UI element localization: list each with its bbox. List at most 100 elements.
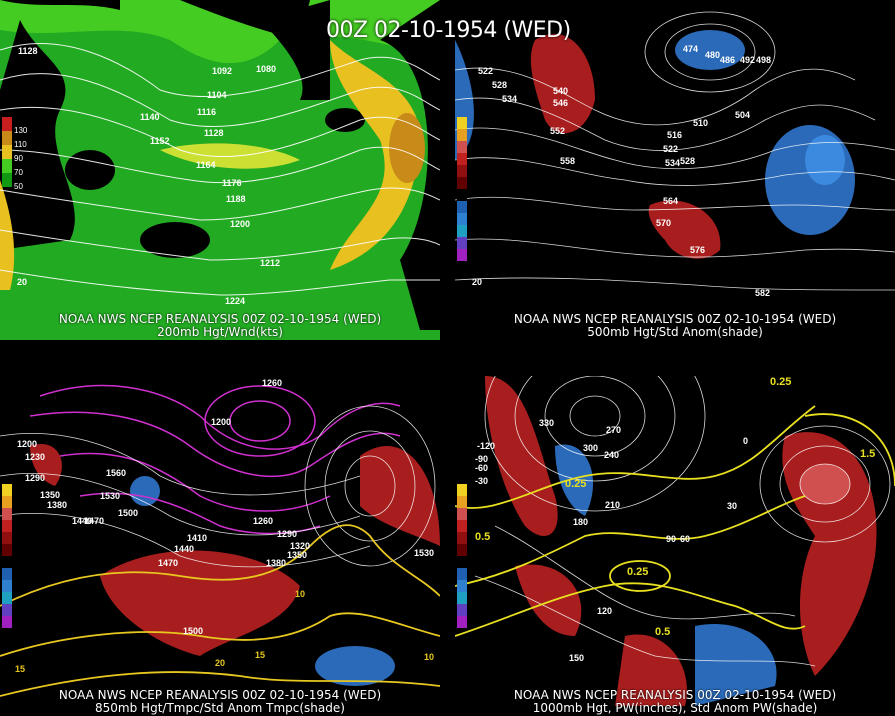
contour-label: 1200 [230, 219, 251, 229]
legend-1000mb [457, 484, 467, 628]
panel-caption-source: NOAA NWS NCEP REANALYSIS 00Z 02-10-1954 … [513, 312, 837, 326]
contour-label: 1104 [207, 90, 227, 100]
map-200mb [0, 0, 440, 340]
contour-label: 1200 [17, 439, 38, 449]
contour-label: 0.5 [475, 531, 491, 543]
contour-label: 1530 [100, 491, 121, 501]
legend-200mb [2, 117, 12, 187]
contour-label: 30 [727, 501, 738, 511]
contour-label: 486 [720, 55, 736, 65]
contour-label: 1530 [414, 548, 435, 558]
contour-label: 1500 [183, 626, 204, 636]
contour-label: 1080 [256, 64, 277, 74]
contour-label: -30 [475, 476, 489, 486]
contour-label: 1440 [72, 516, 93, 526]
panel-850mb: 1200 1230 1290 1350 1380 1440 1470 1500 … [0, 376, 440, 716]
panel-200mb: 130 110 90 70 50 1128 1092 1080 1104 1140 … [0, 0, 440, 340]
contour-label: 1176 [222, 178, 242, 188]
contour-label: 1224 [225, 296, 246, 306]
map-850mb [0, 376, 440, 716]
contour-label: 492 [740, 55, 756, 65]
contour-label: 1380 [47, 500, 68, 510]
contour-label: 1290 [277, 529, 298, 539]
contour-label: 150 [569, 653, 585, 663]
contour-label: 1128 [18, 46, 38, 56]
contour-label: 504 [735, 110, 751, 120]
contour-label: 1092 [212, 66, 233, 76]
contour-label: 540 [553, 86, 569, 96]
contour-label: 1440 [174, 544, 195, 554]
contour-label: 516 [667, 130, 683, 140]
contour-label: 552 [550, 126, 566, 136]
contour-label: 558 [560, 156, 576, 166]
panel-caption-field: 200mb Hgt/Wnd(kts) [157, 325, 283, 339]
map-500mb [455, 0, 895, 340]
contour-label: 15 [15, 664, 26, 674]
map-1000mb [455, 376, 895, 716]
legend-labels-200mb: 130 110 90 70 50 [14, 126, 28, 191]
contour-label: 522 [478, 66, 494, 76]
contour-label: 1290 [25, 473, 46, 483]
contour-label: 1380 [266, 558, 287, 568]
contour-label: 1128 [204, 128, 224, 138]
contour-label: 546 [553, 98, 569, 108]
panel-caption-field: 500mb Hgt/Std Anom(shade) [587, 325, 763, 339]
panel-1000mb: 330 300 270 240 210 180 150 120 90 60 30… [455, 376, 895, 716]
contour-label: 522 [663, 144, 679, 154]
contour-label: 10 [424, 652, 435, 662]
contour-label: 1140 [140, 112, 160, 122]
contour-label: 528 [492, 80, 508, 90]
contour-label: 1350 [40, 490, 61, 500]
panel-caption-source: NOAA NWS NCEP REANALYSIS 00Z 02-10-1954 … [513, 688, 837, 702]
contour-label: 20 [215, 658, 226, 668]
panel-caption-source: NOAA NWS NCEP REANALYSIS 00Z 02-10-1954 … [58, 688, 382, 702]
contour-label: 1470 [84, 516, 105, 526]
contour-label: 60 [680, 534, 691, 544]
contour-label: 120 [597, 606, 613, 616]
legend-850mb [2, 484, 12, 628]
contour-label: -90 [475, 454, 489, 464]
contour-label: 1260 [262, 378, 283, 388]
legend-500mb [457, 117, 467, 261]
contour-label: 570 [656, 218, 672, 228]
contour-label: 0 [743, 436, 749, 446]
main-title: 00Z 02-10-1954 (WED) [326, 18, 571, 43]
contour-label: 210 [605, 500, 621, 510]
contour-label: 1.5 [860, 448, 876, 460]
contour-label: 1188 [226, 194, 246, 204]
contour-label: 1230 [25, 452, 46, 462]
contour-label: 474 [683, 44, 699, 54]
contour-label: 1500 [118, 508, 139, 518]
contour-label: 480 [705, 50, 721, 60]
contour-label: 1260 [253, 516, 274, 526]
contour-label: 534 [502, 94, 518, 104]
contour-label: 1350 [287, 550, 308, 560]
contour-label: 528 [680, 156, 696, 166]
panel-caption-source: NOAA NWS NCEP REANALYSIS 00Z 02-10-1954 … [58, 312, 382, 326]
contour-label: 510 [693, 118, 709, 128]
contour-label: 1410 [187, 533, 208, 543]
contour-label: 582 [755, 288, 771, 298]
contour-label: 15 [255, 650, 266, 660]
contour-label: 20 [17, 277, 28, 287]
contour-label: 0.25 [770, 376, 792, 388]
contour-label: 1212 [260, 258, 281, 268]
contour-label: 0.25 [565, 478, 587, 490]
contour-label: 1560 [106, 468, 127, 478]
contour-label: 576 [690, 245, 706, 255]
contour-label: 1470 [158, 558, 179, 568]
panel-caption-field: 850mb Hgt/Tmpc/Std Anom Tmpc(shade) [95, 701, 345, 715]
contour-label: 10 [295, 589, 306, 599]
contour-label: 1164 [196, 160, 216, 170]
contour-label: 240 [604, 450, 620, 460]
contour-label: 300 [583, 443, 599, 453]
contour-label: 270 [606, 425, 622, 435]
contour-label: 0.25 [627, 566, 649, 578]
contour-label: 90 [666, 534, 677, 544]
panel-500mb: 522 528 534 540 546 552 558 510 516 522 … [455, 0, 895, 340]
contour-label: -60 [475, 463, 489, 473]
contour-label: -120 [477, 441, 496, 451]
contour-label: 1320 [290, 541, 311, 551]
contour-label: 1200 [211, 417, 232, 427]
contour-label: 534 [665, 158, 681, 168]
